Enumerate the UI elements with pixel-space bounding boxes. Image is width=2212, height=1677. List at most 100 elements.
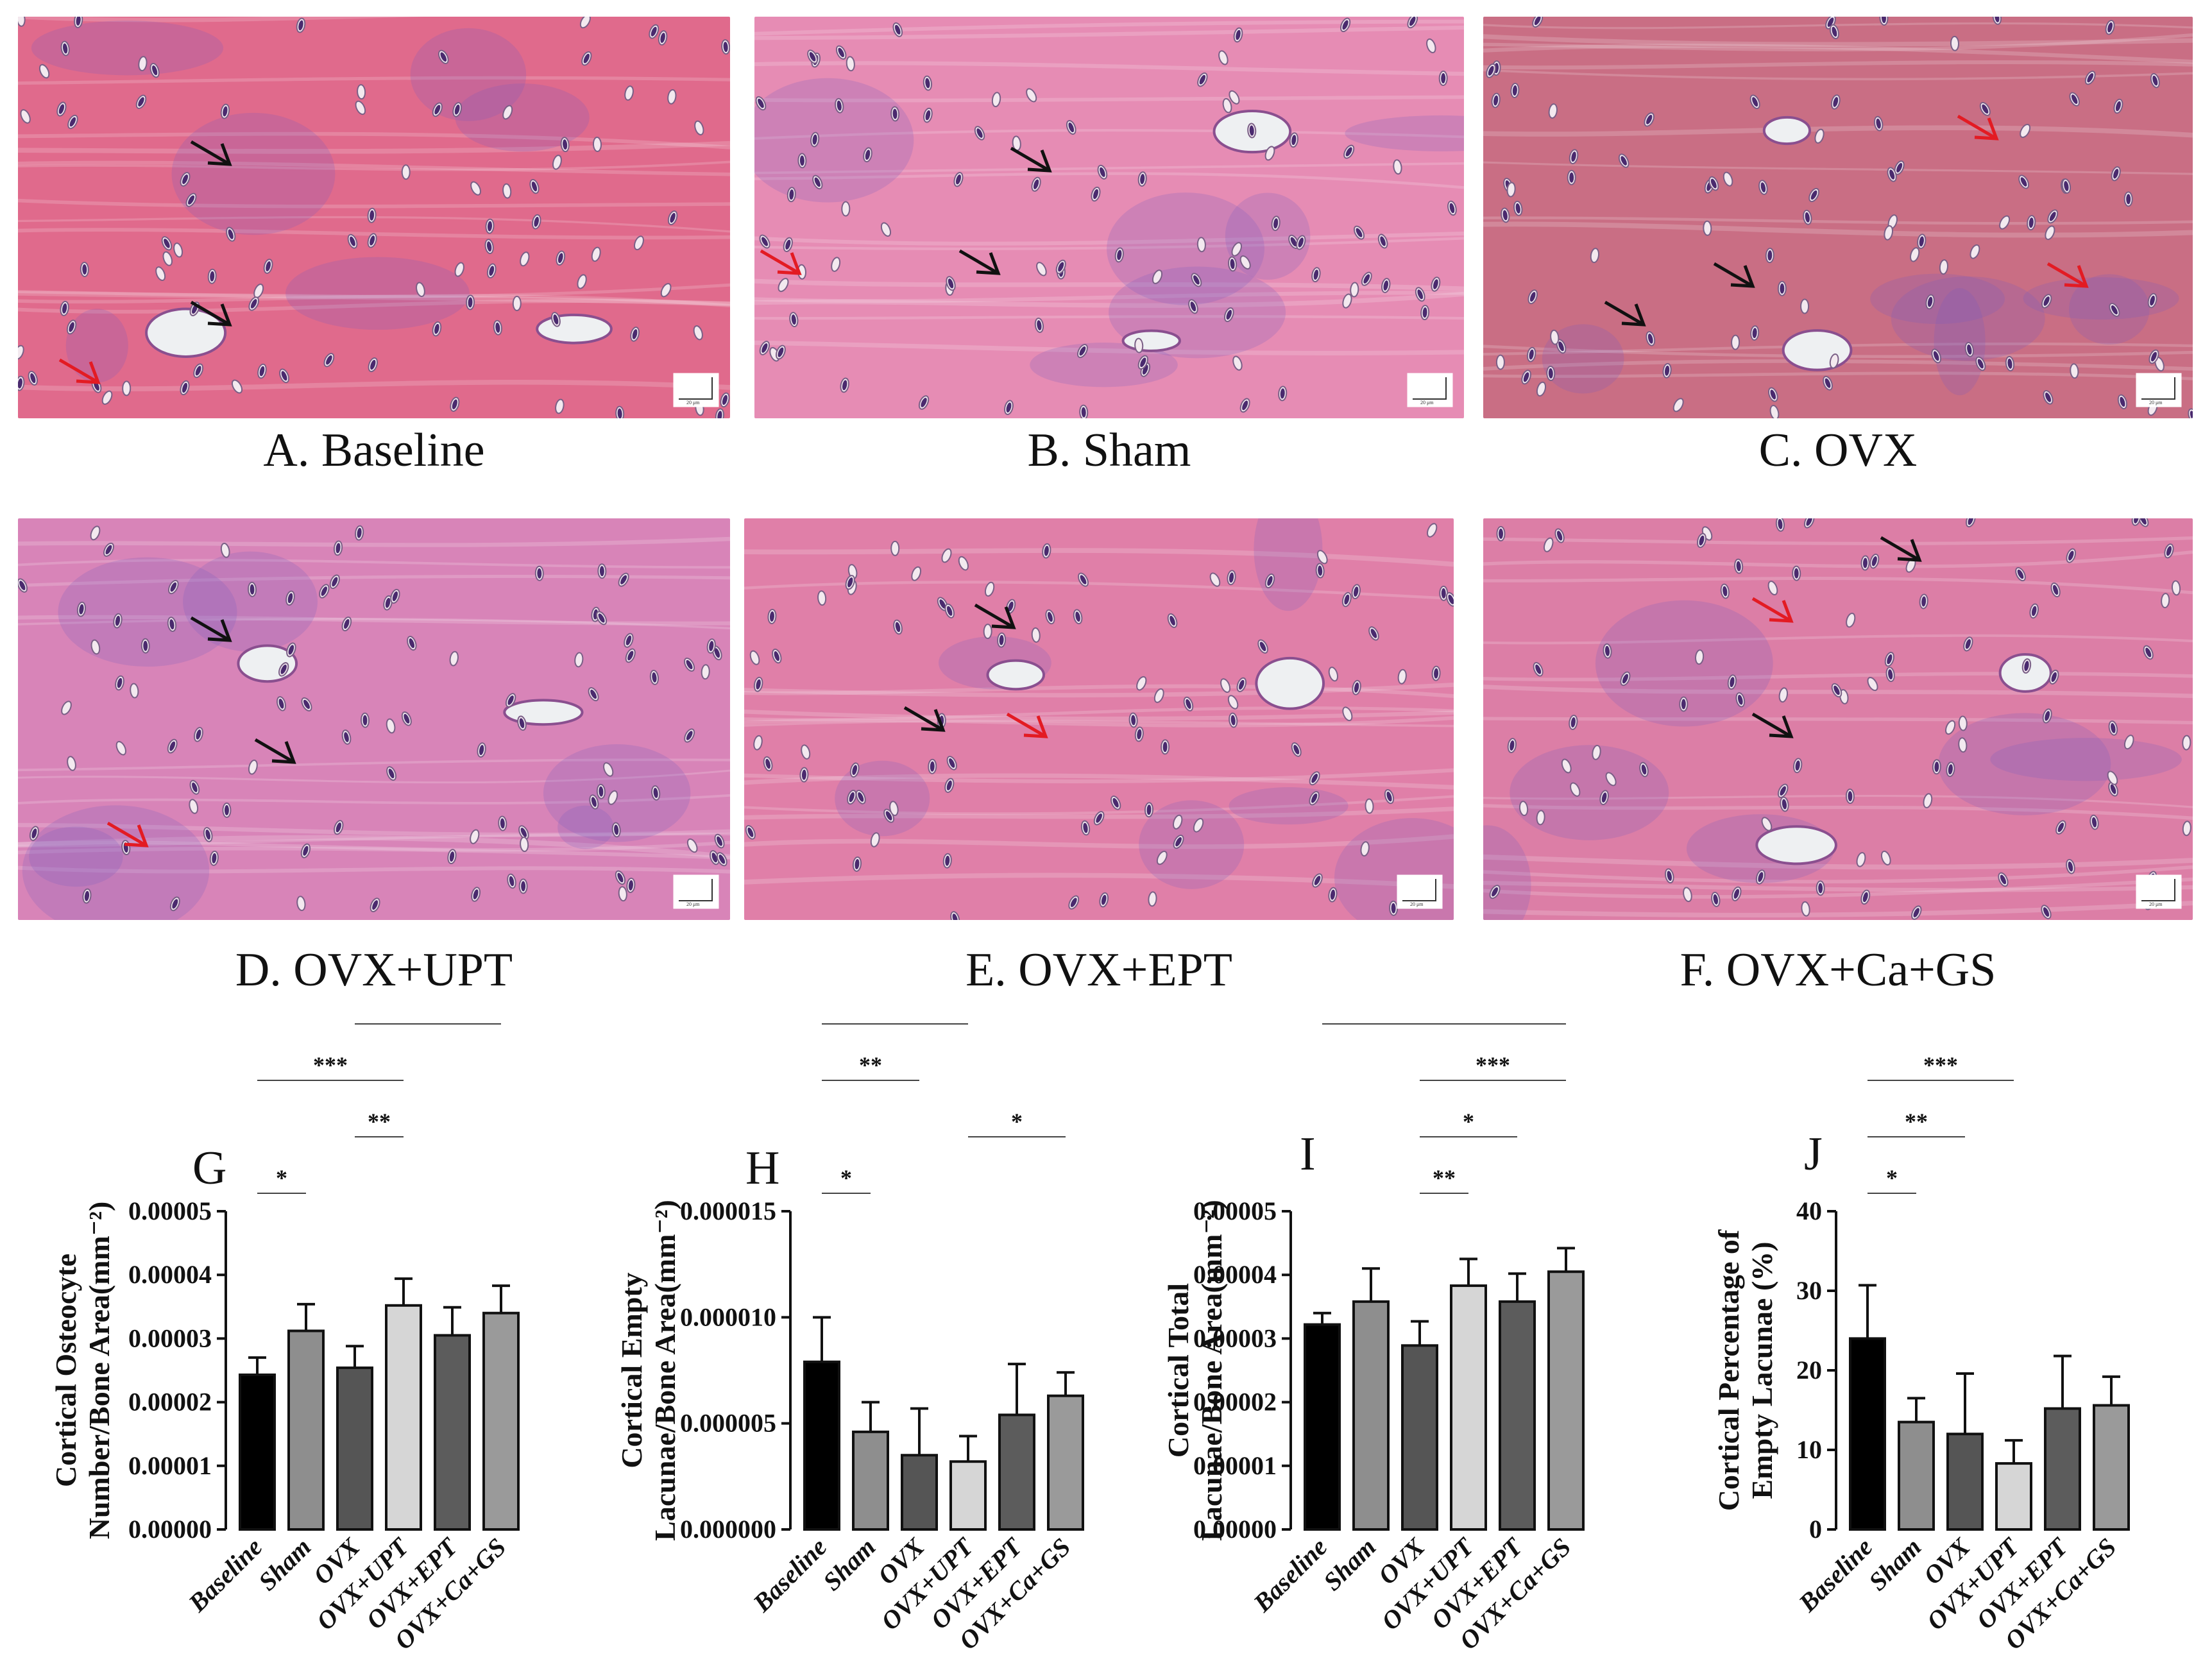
panel-caption: A. Baseline bbox=[263, 424, 485, 477]
y-tick-label: 10 bbox=[1796, 1435, 1822, 1464]
y-tick-label: 20 bbox=[1796, 1356, 1822, 1384]
x-tick-label: Sham bbox=[1863, 1533, 1927, 1596]
bar bbox=[1352, 1300, 1390, 1531]
micrograph-d: 20 μm bbox=[18, 518, 730, 920]
bar bbox=[1047, 1394, 1084, 1531]
bar bbox=[1995, 1462, 2032, 1531]
scale-bar: 20 μm bbox=[673, 373, 719, 407]
error-bar bbox=[443, 1306, 461, 1336]
bar bbox=[1499, 1300, 1536, 1531]
scale-bar: 20 μm bbox=[2136, 373, 2182, 407]
error-bar bbox=[862, 1400, 880, 1432]
significance-label: ** bbox=[1433, 1165, 1456, 1191]
scale-bar: 20 μm bbox=[1397, 874, 1443, 909]
black-arrow-icon bbox=[974, 603, 1016, 629]
red-arrow-icon bbox=[1957, 114, 1999, 140]
black-arrow-icon bbox=[1604, 300, 1646, 327]
red-arrow-icon bbox=[760, 249, 802, 275]
significance-label: * bbox=[840, 1165, 852, 1191]
y-tick-label: 0.00004 bbox=[1193, 1260, 1277, 1289]
chart-j: J 0 10 20 30 40 Cortical Percentage of Empty La… bbox=[1712, 1052, 2130, 1655]
significance-label: * bbox=[1886, 1165, 1898, 1191]
red-arrow-icon bbox=[2046, 262, 2089, 288]
black-arrow-icon bbox=[1713, 262, 1755, 288]
x-tick-label: Sham bbox=[253, 1533, 316, 1596]
y-axis-label: Cortical Empty bbox=[615, 1272, 648, 1468]
significance-label: ** bbox=[416, 1014, 439, 1021]
error-bar bbox=[2005, 1439, 2023, 1464]
black-arrow-icon bbox=[1751, 712, 1794, 738]
bar bbox=[998, 1413, 1035, 1531]
bar bbox=[287, 1329, 325, 1531]
chart-letter: J bbox=[1804, 1128, 1823, 1180]
y-tick-label: 0.000010 bbox=[680, 1302, 776, 1331]
svg-text:20 μm: 20 μm bbox=[1410, 901, 1424, 907]
significance-label: *** bbox=[1923, 1052, 1958, 1078]
micrograph-e: 20 μm bbox=[744, 518, 1454, 920]
error-bar bbox=[2102, 1375, 2120, 1406]
bar bbox=[2044, 1407, 2081, 1531]
y-tick-label: 0 bbox=[1809, 1515, 1822, 1544]
y-tick-label: 0.00000 bbox=[128, 1515, 212, 1544]
red-arrow-icon bbox=[106, 821, 149, 847]
significance-bracket: *** bbox=[822, 1014, 968, 1025]
y-tick-label: 0.00001 bbox=[128, 1451, 212, 1480]
significance-bracket: ** bbox=[1867, 1109, 1965, 1137]
bar bbox=[949, 1460, 987, 1531]
significance-label: ** bbox=[1905, 1109, 1928, 1134]
significance-label: ** bbox=[368, 1109, 391, 1134]
svg-text:20 μm: 20 μm bbox=[686, 400, 700, 405]
x-tick-label: Sham bbox=[1318, 1533, 1381, 1596]
significance-bracket: ** bbox=[355, 1014, 501, 1025]
micrograph-image: 20 μm bbox=[18, 518, 730, 920]
bar bbox=[239, 1373, 276, 1531]
y-axis-label: Number/Bone Area(mm⁻²) bbox=[83, 1202, 115, 1540]
y-tick-label: 0.00005 bbox=[128, 1196, 212, 1225]
error-bar bbox=[492, 1284, 510, 1313]
scale-bar: 20 μm bbox=[673, 874, 719, 909]
y-tick-label: 0.00002 bbox=[128, 1388, 212, 1417]
error-bar bbox=[1508, 1272, 1526, 1302]
error-bar bbox=[1008, 1363, 1026, 1415]
micrograph-image: 20 μm bbox=[1483, 518, 2193, 920]
significance-bracket: * bbox=[1420, 1109, 1517, 1137]
bar bbox=[336, 1366, 373, 1531]
y-tick-label: 30 bbox=[1796, 1276, 1822, 1305]
error-bar bbox=[297, 1302, 315, 1331]
y-tick-label: 0.00004 bbox=[128, 1260, 212, 1289]
chart-g: G 0.00000 0.00001 0.00002 0.00003 0.00004 0.00… bbox=[49, 1014, 520, 1655]
significance-bracket: *** bbox=[1867, 1052, 2014, 1081]
chart-h: H 0.000000 0.000005 0.000010 0.000015 Cortica… bbox=[615, 1014, 1084, 1655]
black-arrow-icon bbox=[1880, 536, 1922, 562]
error-bar bbox=[1956, 1372, 1974, 1434]
panel-caption: E. OVX+EPT bbox=[966, 944, 1232, 996]
chart-letter: G bbox=[192, 1142, 226, 1195]
significance-bracket: ** bbox=[822, 1052, 919, 1081]
significance-bracket: ** bbox=[355, 1109, 404, 1137]
y-tick-label: 0.00002 bbox=[1193, 1388, 1277, 1417]
significance-bracket: * bbox=[822, 1165, 871, 1194]
bar bbox=[1304, 1323, 1341, 1531]
svg-text:20 μm: 20 μm bbox=[2149, 901, 2163, 907]
svg-text:20 μm: 20 μm bbox=[1420, 400, 1434, 405]
error-bar bbox=[1459, 1257, 1477, 1286]
error-bar bbox=[1557, 1247, 1575, 1272]
panel-caption: B. Sham bbox=[1027, 424, 1191, 477]
y-tick-label: 0.000005 bbox=[680, 1409, 776, 1438]
x-tick-label: Sham bbox=[817, 1533, 881, 1596]
red-arrow-icon bbox=[1006, 712, 1048, 738]
error-bar bbox=[2054, 1354, 2072, 1409]
error-bar bbox=[959, 1434, 977, 1462]
significance-bracket: * bbox=[1867, 1165, 1916, 1194]
significance-bracket: * bbox=[968, 1109, 1066, 1137]
bar bbox=[1547, 1270, 1585, 1531]
error-bar bbox=[346, 1345, 364, 1368]
black-arrow-icon bbox=[958, 249, 1001, 275]
significance-label: *** bbox=[1476, 1052, 1510, 1078]
significance-label: * bbox=[1011, 1109, 1023, 1134]
y-tick-label: 0.00003 bbox=[1193, 1324, 1277, 1352]
y-axis-label: Cortical Percentage of bbox=[1712, 1229, 1745, 1511]
error-bar bbox=[1057, 1371, 1075, 1396]
y-tick-label: 0.000000 bbox=[680, 1515, 776, 1544]
significance-bracket: * bbox=[1322, 1014, 1566, 1025]
